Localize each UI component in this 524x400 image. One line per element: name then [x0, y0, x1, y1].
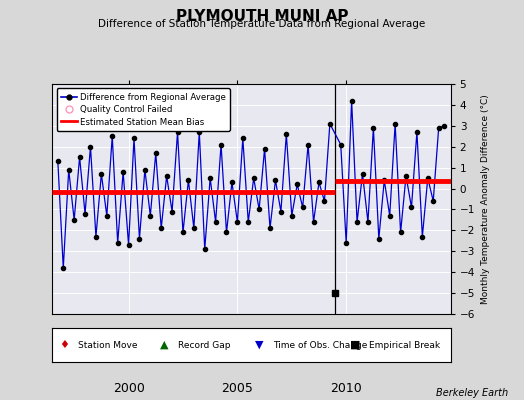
Text: PLYMOUTH MUNI AP: PLYMOUTH MUNI AP: [176, 9, 348, 24]
Text: 2005: 2005: [222, 382, 253, 395]
Text: Record Gap: Record Gap: [178, 340, 231, 350]
Text: Berkeley Earth: Berkeley Earth: [436, 388, 508, 398]
Text: ▼: ▼: [255, 340, 264, 350]
Text: ♦: ♦: [59, 340, 69, 350]
Text: Difference of Station Temperature Data from Regional Average: Difference of Station Temperature Data f…: [99, 19, 425, 29]
Text: 2000: 2000: [113, 382, 145, 395]
Legend: Difference from Regional Average, Quality Control Failed, Estimated Station Mean: Difference from Regional Average, Qualit…: [57, 88, 230, 131]
Text: Empirical Break: Empirical Break: [369, 340, 440, 350]
Text: Time of Obs. Change: Time of Obs. Change: [274, 340, 368, 350]
Text: ▲: ▲: [160, 340, 168, 350]
Text: ■: ■: [350, 340, 361, 350]
Text: 2010: 2010: [330, 382, 362, 395]
Y-axis label: Monthly Temperature Anomaly Difference (°C): Monthly Temperature Anomaly Difference (…: [481, 94, 489, 304]
Text: Station Move: Station Move: [78, 340, 138, 350]
